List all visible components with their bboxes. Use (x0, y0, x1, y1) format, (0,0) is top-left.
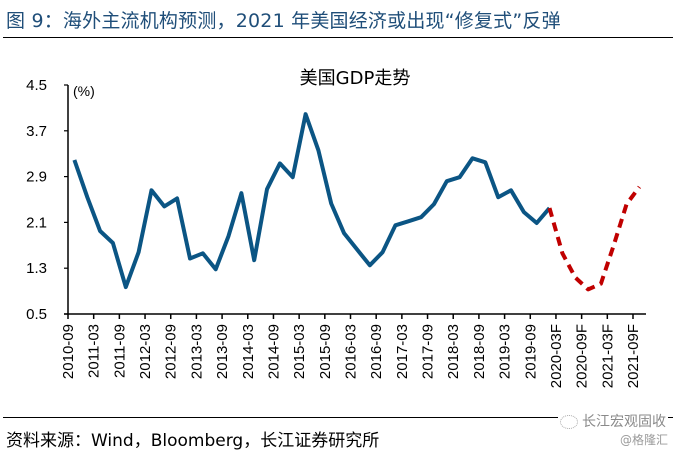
x-tick-label: 2016-03 (343, 324, 360, 379)
y-axis-ticks: 0.5 1.3 2.1 2.9 3.7 4.5 (26, 77, 68, 323)
x-tick-label: 2021-09F (625, 324, 642, 388)
x-axis-ticks: 2010-09 2011-03 2011-09 2012-03 2012-09 2013-… (60, 314, 642, 388)
x-tick-label: 2021-03F (599, 324, 616, 388)
x-tick-label: 2013-09 (214, 324, 231, 379)
top-divider (3, 37, 673, 38)
series-lines (72, 112, 642, 292)
source-note: 资料来源：Wind，Bloomberg，长江证券研究所 (6, 431, 380, 451)
x-tick-label: 2012-03 (137, 324, 154, 379)
x-tick-label: 2015-03 (291, 324, 308, 379)
x-tick-label: 2019-09 (522, 324, 539, 379)
chart-title: 美国GDP走势 (300, 68, 411, 89)
watermark-text: 长江宏观固收 (582, 414, 666, 430)
x-tick-label: 2019-03 (497, 324, 514, 379)
x-tick-label: 2017-03 (394, 324, 411, 379)
figure-title: 图 9：海外主流机构预测，2021 年美国经济或出现“修复式”反弹 (6, 10, 561, 32)
x-tick-label: 2010-09 (60, 324, 77, 379)
x-tick-label: 2014-03 (240, 324, 257, 379)
y-tick-label: 4.5 (26, 77, 47, 94)
bottom-divider (3, 417, 673, 418)
x-tick-label: 2020-09F (574, 324, 591, 388)
x-tick-label: 2012-09 (163, 324, 180, 379)
wechat-icon (560, 415, 578, 429)
x-tick-label: 2018-03 (445, 324, 462, 379)
y-tick-label: 0.5 (26, 306, 47, 323)
y-tick-label: 3.7 (26, 123, 47, 140)
x-tick-label: 2011-03 (86, 324, 103, 378)
x-tick-label: 2020-03F (548, 324, 565, 388)
y-tick-label: 2.1 (26, 214, 47, 231)
x-tick-label: 2013-03 (188, 324, 205, 379)
y-tick-label: 2.9 (26, 169, 47, 186)
x-tick-label: 2016-09 (368, 324, 385, 379)
x-tick-label: 2015-09 (317, 324, 334, 379)
unit-label: (%) (73, 83, 95, 99)
watermark-handle: @格隆汇 (619, 433, 668, 447)
watermark: 长江宏观固收 (558, 411, 668, 431)
x-tick-label: 2014-09 (265, 324, 282, 379)
series-line-actual (72, 112, 552, 290)
y-tick-label: 1.3 (26, 260, 47, 277)
x-tick-label: 2017-09 (420, 324, 437, 379)
x-tick-label: 2011-09 (111, 324, 128, 378)
series-line-forecast (547, 185, 642, 292)
axes (64, 85, 646, 315)
x-tick-label: 2018-09 (471, 324, 488, 379)
